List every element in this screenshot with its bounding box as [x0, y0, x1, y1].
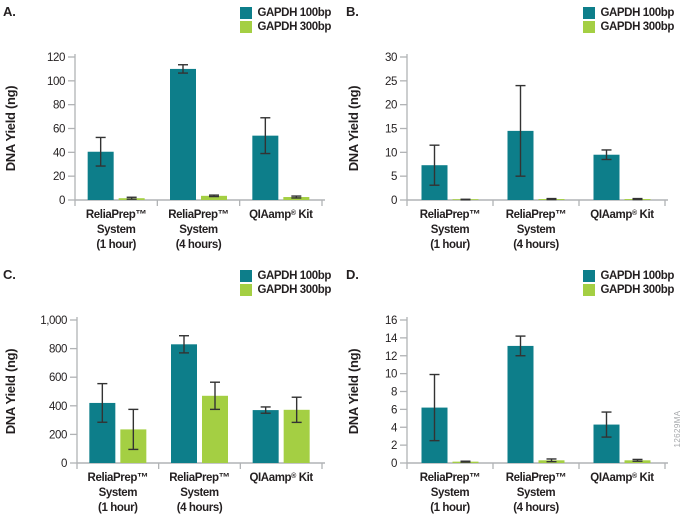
y-tick-label: 2 [391, 440, 397, 452]
y-tick-label: 80 [53, 100, 65, 112]
y-tick-label: 5 [391, 171, 397, 183]
y-tick-label: 600 [49, 372, 67, 384]
y-axis-title: DNA Yield (ng) [3, 86, 18, 172]
legend-item: GAPDH 100bp [583, 270, 674, 282]
y-tick-label: 30 [385, 52, 397, 64]
y-tick-label: 0 [61, 458, 67, 470]
y-tick-label: 10 [385, 147, 397, 159]
legend-label: GAPDH 100bp [600, 7, 674, 19]
legend-item: GAPDH 100bp [240, 7, 331, 19]
panel-label-d: D. [346, 267, 359, 282]
x-category-label: ReliaPrep™ System (1 hour) [88, 472, 149, 514]
y-tick-label: 12 [385, 351, 397, 363]
panel-a: A. 0 20 40 60 80 100 120 ReliaPrep™ System (1 hou… [0, 0, 343, 263]
bar [252, 410, 279, 463]
legend-item: GAPDH 300bp [240, 21, 331, 33]
watermark-code: 12629MA [673, 410, 682, 448]
legend-b: GAPDH 100bp GAPDH 300bp [583, 7, 674, 33]
y-tick-label: 400 [49, 401, 67, 413]
legend-swatch [583, 270, 596, 282]
y-tick-label: 200 [49, 429, 67, 441]
y-tick-label: 25 [385, 76, 397, 88]
legend-swatch [240, 21, 253, 33]
y-tick-label: 20 [385, 100, 397, 112]
y-tick-label: 800 [49, 344, 67, 356]
bar-chart-b: 0 5 10 15 20 25 30 ReliaPrep™ System (1 hour) Reli… [346, 52, 668, 251]
y-axis-title: DNA Yield (ng) [346, 349, 361, 435]
y-tick-label: 4 [391, 422, 398, 434]
legend-d: GAPDH 100bp GAPDH 300bp [583, 270, 674, 296]
legend-swatch [583, 284, 596, 296]
y-tick-label: 60 [53, 124, 65, 136]
bar-chart-a: 0 20 40 60 80 100 120 ReliaPrep™ System (1 hour) R… [3, 52, 325, 251]
y-axis-title: DNA Yield (ng) [346, 86, 361, 172]
x-category-label: ReliaPrep™ System (4 hours) [169, 472, 230, 514]
y-tick-label: 0 [391, 458, 397, 470]
panel-d: D. 0 2 4 6 8 10 12 14 16 ReliaPrep™ System (1 hour)… [343, 263, 686, 526]
x-category-label: ReliaPrep™ System (4 hours) [506, 209, 567, 251]
legend-a: GAPDH 100bp GAPDH 300bp [240, 7, 331, 33]
y-tick-label: 6 [391, 404, 397, 416]
bar [507, 345, 534, 463]
bar [593, 154, 620, 200]
panel-c: C. 0 200 400 600 800 1,000 ReliaPrep™ System (1 … [0, 263, 343, 526]
x-category-label: ReliaPrep™ System (1 hour) [86, 209, 147, 251]
bar [201, 195, 227, 200]
legend-label: GAPDH 100bp [257, 7, 331, 19]
legend-label: GAPDH 300bp [257, 21, 331, 33]
legend-item: GAPDH 300bp [583, 21, 674, 33]
y-tick-label: 100 [47, 76, 65, 88]
y-tick-label: 8 [391, 387, 397, 399]
legend-item: GAPDH 100bp [240, 270, 331, 282]
legend-item: GAPDH 100bp [583, 7, 674, 19]
y-tick-label: 0 [59, 195, 65, 207]
x-category-label: QIAamp® Kit [590, 472, 654, 484]
x-category-label: ReliaPrep™ System (4 hours) [506, 472, 567, 514]
legend-swatch [240, 270, 253, 282]
x-category-label: QIAamp® Kit [249, 209, 313, 221]
y-tick-label: 15 [385, 124, 397, 136]
x-category-label: ReliaPrep™ System (1 hour) [420, 472, 481, 514]
x-category-label: QIAamp® Kit [249, 472, 313, 484]
legend-label: GAPDH 100bp [600, 270, 674, 282]
legend-swatch [583, 7, 596, 19]
y-tick-label: 16 [385, 315, 397, 327]
y-axis-title: DNA Yield (ng) [3, 349, 18, 435]
legend-label: GAPDH 300bp [600, 284, 674, 296]
y-tick-label: 120 [47, 52, 65, 64]
legend-label: GAPDH 300bp [600, 21, 674, 33]
x-category-label: ReliaPrep™ System (4 hours) [168, 209, 229, 251]
legend-label: GAPDH 300bp [257, 284, 331, 296]
panel-label-a: A. [3, 4, 16, 19]
bar-chart-d: 0 2 4 6 8 10 12 14 16 ReliaPrep™ System (1 hour) Rel… [346, 315, 668, 514]
y-tick-label: 10 [385, 369, 397, 381]
legend-swatch [240, 7, 253, 19]
y-tick-label: 1,000 [40, 315, 67, 327]
panel-label-c: C. [3, 267, 16, 282]
y-tick-label: 0 [391, 195, 397, 207]
legend-c: GAPDH 100bp GAPDH 300bp [240, 270, 331, 296]
bar [170, 68, 196, 201]
legend-item: GAPDH 300bp [583, 284, 674, 296]
y-tick-label: 40 [53, 147, 65, 159]
legend-label: GAPDH 100bp [257, 270, 331, 282]
legend-swatch [583, 21, 596, 33]
y-tick-label: 20 [53, 171, 65, 183]
y-tick-label: 14 [385, 333, 398, 345]
bar [171, 344, 197, 463]
legend-item: GAPDH 300bp [240, 284, 331, 296]
x-category-label: ReliaPrep™ System (1 hour) [420, 209, 481, 251]
panel-label-b: B. [346, 4, 359, 19]
bar-chart-c: 0 200 400 600 800 1,000 ReliaPrep™ System (1 hou… [3, 315, 325, 514]
panel-b: B. 0 5 10 15 20 25 30 ReliaPrep™ System (1 hour) R… [343, 0, 686, 263]
x-category-label: QIAamp® Kit [590, 209, 654, 221]
legend-swatch [240, 284, 253, 296]
